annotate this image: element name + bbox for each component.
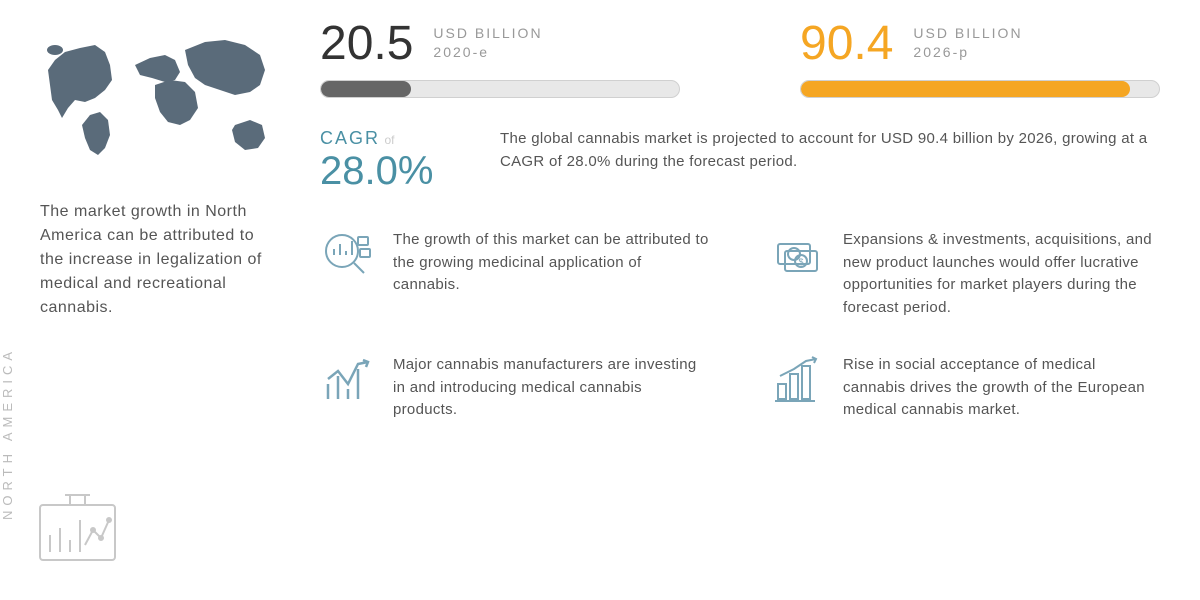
stat-unit-2026: USD BILLION 2026-p (913, 24, 1022, 68)
progress-bar-2020 (320, 80, 680, 98)
money-icon: $ (770, 229, 825, 284)
stat-value-2026: 90.4 (800, 20, 893, 68)
stat-block-2026: 90.4 USD BILLION 2026-p (800, 20, 1160, 98)
progress-fill-2020 (321, 81, 411, 97)
stat-unit-2020: USD BILLION 2020-e (433, 24, 542, 68)
world-map-icon (40, 30, 280, 170)
info-text-4: Rise in social acceptance of medical can… (843, 354, 1160, 422)
info-text-1: The growth of this market can be attribu… (393, 229, 710, 297)
stats-row: 20.5 USD BILLION 2020-e 90.4 USD BILLION… (320, 20, 1160, 98)
region-label: NORTH AMERICA (0, 347, 15, 520)
product-chart-icon (770, 354, 825, 409)
stat-value-2020: 20.5 (320, 20, 413, 68)
cagr-label: CAGR (320, 128, 380, 148)
cagr-of: of (384, 133, 394, 147)
info-grid: The growth of this market can be attribu… (320, 229, 1160, 422)
cagr-row: CAGR of 28.0% The global cannabis market… (320, 128, 1160, 194)
analysis-icon (320, 229, 375, 284)
right-panel: 20.5 USD BILLION 2020-e 90.4 USD BILLION… (300, 0, 1200, 600)
svg-text:$: $ (798, 257, 803, 267)
progress-bar-2026 (800, 80, 1160, 98)
info-item-3: Major cannabis manufacturers are investi… (320, 354, 710, 422)
analytics-icon (35, 490, 130, 570)
cagr-value: 28.0% (320, 149, 480, 194)
info-text-2: Expansions & investments, acquisitions, … (843, 229, 1160, 319)
info-item-2: $ Expansions & investments, acquisitions… (770, 229, 1160, 319)
info-item-4: Rise in social acceptance of medical can… (770, 354, 1160, 422)
info-item-1: The growth of this market can be attribu… (320, 229, 710, 319)
growth-chart-icon (320, 354, 375, 409)
infographic-container: The market growth in North America can b… (0, 0, 1200, 600)
cagr-block: CAGR of 28.0% (320, 128, 480, 194)
left-panel: The market growth in North America can b… (0, 0, 300, 600)
progress-fill-2026 (801, 81, 1130, 97)
cagr-description: The global cannabis market is projected … (500, 128, 1160, 173)
stat-block-2020: 20.5 USD BILLION 2020-e (320, 20, 680, 98)
info-text-3: Major cannabis manufacturers are investi… (393, 354, 710, 422)
left-description: The market growth in North America can b… (40, 200, 280, 320)
